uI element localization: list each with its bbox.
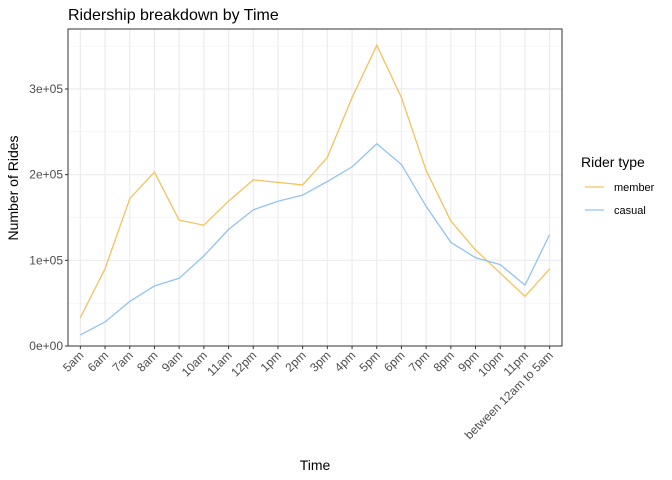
- x-tick-label: 7pm: [406, 348, 432, 374]
- legend: Rider type member casual: [581, 154, 655, 217]
- x-axis-title: Time: [300, 457, 331, 473]
- legend-title: Rider type: [581, 154, 645, 170]
- x-tick-label: 5am: [60, 348, 86, 374]
- x-tick-label: 8pm: [431, 348, 457, 374]
- y-axis-title: Number of Rides: [5, 135, 21, 240]
- plot-panel: [68, 29, 562, 346]
- x-tick-label: 6pm: [381, 348, 407, 374]
- x-tick-label: 1pm: [258, 348, 284, 374]
- legend-label-casual: casual: [614, 205, 646, 217]
- x-tick-label: 5pm: [356, 348, 382, 374]
- x-tick-label: 3pm: [307, 348, 333, 374]
- y-axis: 0e+00 1e+05 2e+05 3e+05: [29, 82, 68, 353]
- y-tick-label: 3e+05: [29, 82, 63, 96]
- x-tick-label: 8am: [134, 348, 160, 374]
- y-tick-label: 0e+00: [29, 339, 63, 353]
- x-tick-label: 7am: [109, 348, 135, 374]
- grid-lines: [68, 29, 562, 347]
- series-lines: [79, 43, 551, 336]
- y-tick-label: 1e+05: [29, 253, 63, 267]
- x-tick-label: 10am: [179, 348, 210, 379]
- x-tick-label: 2pm: [282, 348, 308, 374]
- plot-border: [67, 28, 563, 347]
- x-axis: 5am6am7am8am9am10am11am12pm1pm2pm3pm4pm5…: [60, 346, 556, 442]
- legend-label-member: member: [614, 182, 655, 194]
- x-tick-label: 12pm: [228, 348, 259, 379]
- x-tick-label: 6am: [85, 348, 111, 374]
- series-line-casual: [79, 142, 551, 336]
- x-tick-label: 11am: [204, 348, 235, 379]
- series-line-member: [79, 43, 551, 318]
- chart-title: Ridership breakdown by Time: [68, 7, 279, 24]
- x-tick-label: 4pm: [332, 348, 358, 374]
- y-tick-label: 2e+05: [29, 168, 63, 182]
- x-tick-label: 10pm: [475, 348, 506, 379]
